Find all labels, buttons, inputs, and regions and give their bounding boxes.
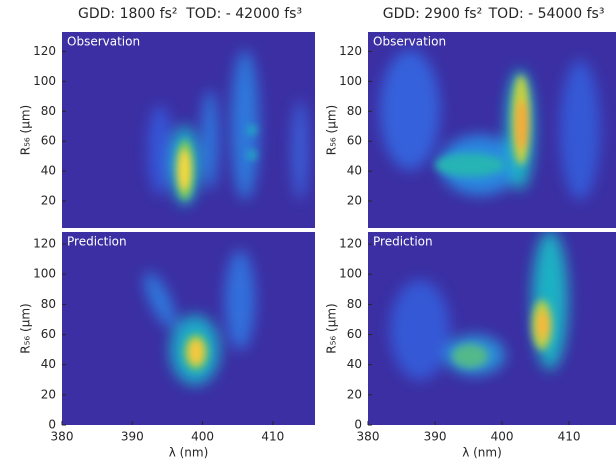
heatmap (368, 32, 616, 228)
y-tick-label: 60 (347, 134, 362, 148)
x-tick-label: 410 (558, 430, 581, 444)
y-axis-label: R₅₆ (μm) (325, 105, 339, 155)
chart-subtitle: TOD: - 54000 fs³ (488, 6, 605, 22)
annotation: Observation (373, 35, 446, 49)
x-tick-label: 390 (121, 430, 144, 444)
y-tick-label: 80 (347, 104, 362, 118)
y-tick-label: 20 (347, 387, 362, 401)
x-axis-label: λ (nm) (462, 446, 502, 460)
x-tick-label: 390 (424, 430, 447, 444)
heatmap (62, 32, 315, 228)
y-tick-label: 0 (354, 418, 362, 432)
y-tick-label: 40 (347, 357, 362, 371)
x-axis-label: λ (nm) (169, 446, 209, 460)
x-tick-label: 410 (261, 430, 284, 444)
y-tick-label: 100 (339, 74, 362, 88)
chart-title: GDD: 2900 fs² (383, 6, 483, 22)
x-tick-label: 380 (357, 430, 380, 444)
annotation: Prediction (373, 235, 433, 249)
y-axis-label: R₅₆ (μm) (325, 303, 339, 353)
y-tick-label: 60 (347, 327, 362, 341)
x-tick-label: 380 (51, 430, 74, 444)
y-tick-label: 40 (347, 164, 362, 178)
y-tick-label: 0 (48, 418, 56, 432)
heatmap (62, 232, 315, 425)
y-tick-label: 20 (41, 387, 56, 401)
y-tick-label: 120 (339, 44, 362, 58)
y-tick-label: 40 (41, 357, 56, 371)
heatmap (368, 232, 616, 425)
chart-subtitle: TOD: - 42000 fs³ (185, 6, 302, 22)
y-axis-label: R₅₆ (μm) (19, 105, 33, 155)
y-tick-label: 20 (347, 194, 362, 208)
y-tick-label: 40 (41, 164, 56, 178)
y-tick-label: 60 (41, 327, 56, 341)
y-axis-label: R₅₆ (μm) (19, 303, 33, 353)
x-tick-label: 400 (191, 430, 214, 444)
y-tick-label: 100 (33, 74, 56, 88)
y-tick-label: 80 (41, 104, 56, 118)
chart-title: GDD: 1800 fs² (78, 6, 178, 22)
y-tick-label: 80 (41, 297, 56, 311)
y-tick-label: 80 (347, 297, 362, 311)
annotation: Prediction (67, 235, 127, 249)
y-tick-label: 120 (33, 237, 56, 251)
y-tick-label: 120 (33, 44, 56, 58)
x-tick-label: 400 (491, 430, 514, 444)
y-tick-label: 120 (339, 237, 362, 251)
annotation: Observation (67, 35, 140, 49)
y-tick-label: 100 (33, 267, 56, 281)
y-tick-label: 20 (41, 194, 56, 208)
y-tick-label: 60 (41, 134, 56, 148)
y-tick-label: 100 (339, 267, 362, 281)
